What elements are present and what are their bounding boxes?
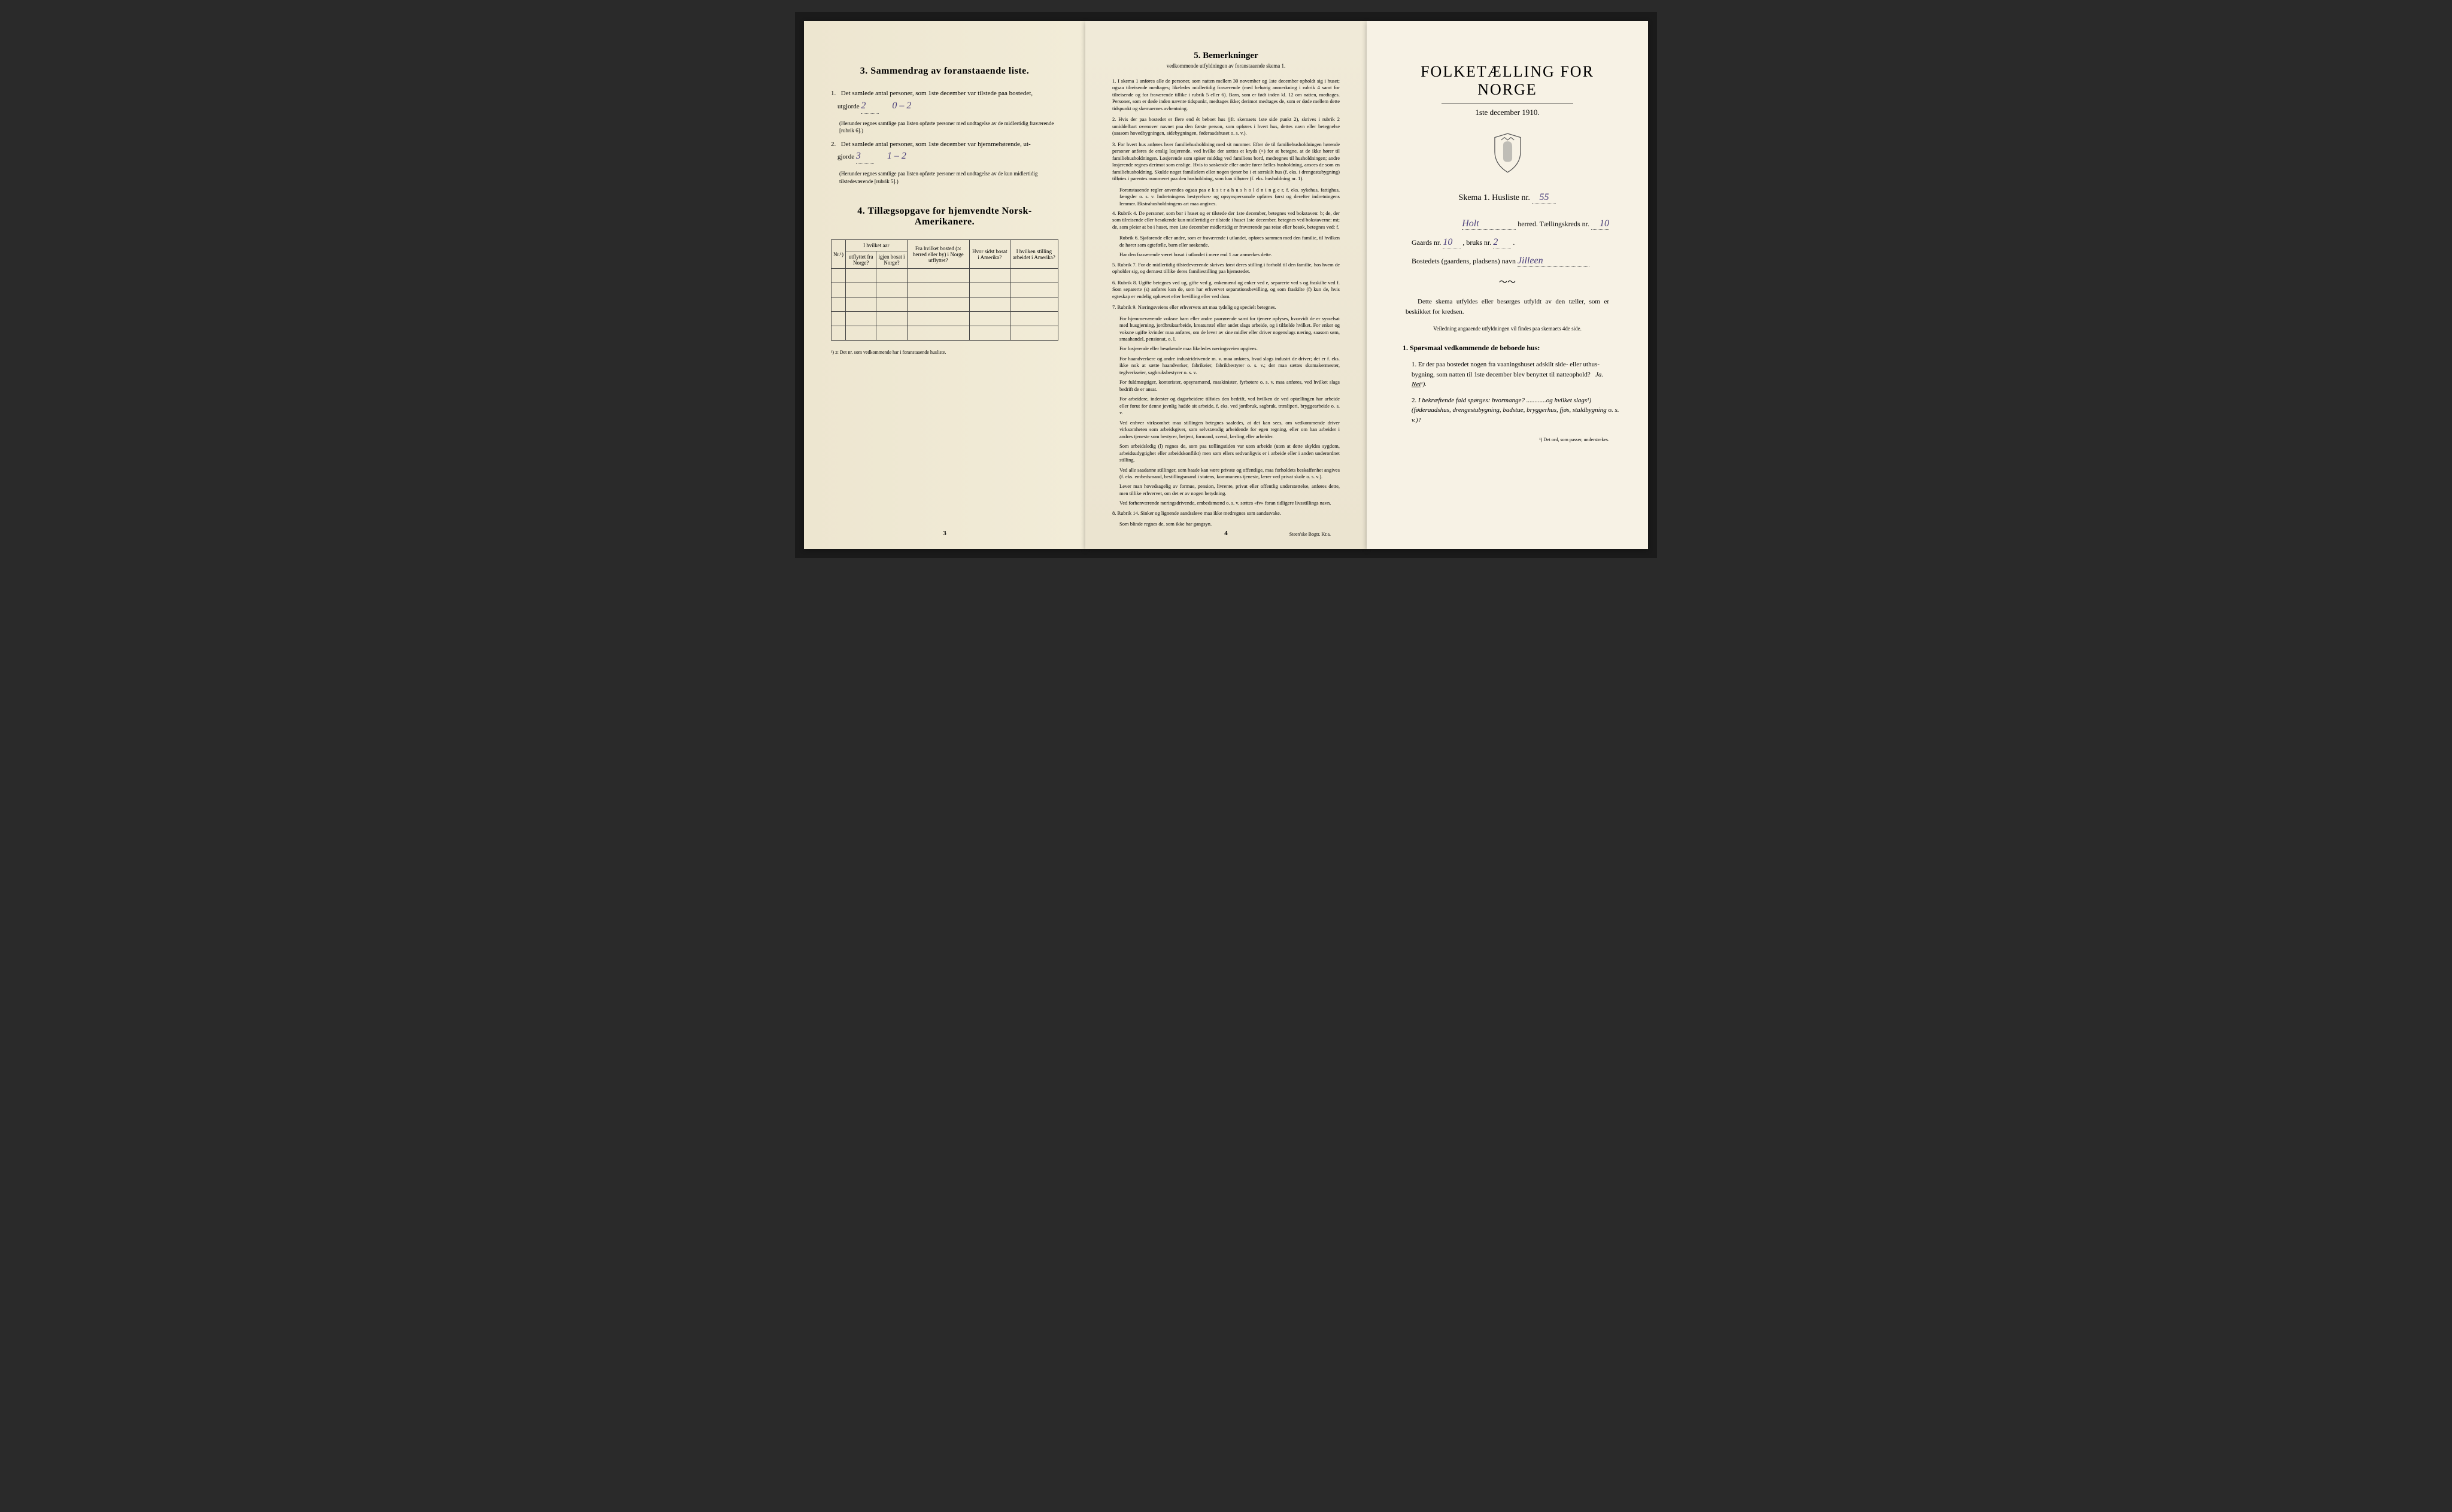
q1-text: Er der paa bostedet nogen fra vaaningshu… xyxy=(1412,361,1607,388)
table-row xyxy=(832,297,1058,312)
item2-note: (Herunder regnes samtlige paa listen opf… xyxy=(839,170,1058,185)
skema-line: Skema 1. Husliste nr. 55 xyxy=(1394,192,1621,204)
bosted-name: Jilleen xyxy=(1518,256,1589,267)
divider-ornament: 〜〜 xyxy=(1394,276,1621,288)
summary-item-1: 1. Det samlede antal personer, som 1ste … xyxy=(831,89,1058,114)
instruction-item: 5. Rubrik 7. For de midlertidig tilstede… xyxy=(1112,262,1340,275)
table-row xyxy=(832,283,1058,297)
page-3: 3. Sammendrag av foranstaaende liste. 1.… xyxy=(804,21,1085,549)
instruction-item: Rubrik 6. Sjøfarende eller andre, som er… xyxy=(1119,235,1340,248)
instruction-item: 8. Rubrik 14. Sinker og lignende aandssl… xyxy=(1112,510,1340,517)
herred-name: Holt xyxy=(1462,218,1516,230)
th-nr: Nr.¹) xyxy=(832,240,846,269)
hjemme-breakdown: 1 – 2 xyxy=(887,151,906,161)
page-1-cover: FOLKETÆLLING FOR NORGE 1ste december 191… xyxy=(1367,21,1648,549)
instruction-text: Dette skema utfyldes eller besørges utfy… xyxy=(1406,297,1609,317)
page-number: 4 xyxy=(1224,530,1228,537)
bruks-nr: 2 xyxy=(1493,237,1511,248)
main-title: FOLKETÆLLING FOR NORGE xyxy=(1394,63,1621,99)
th-bosted: Fra hvilket bosted (ɔ: herred eller by) … xyxy=(907,240,969,269)
th-amerika-sted: Hvor sidst bosat i Amerika? xyxy=(969,240,1010,269)
table-row xyxy=(832,269,1058,283)
bosted-line: Bostedets (gaardens, pladsens) navn Jill… xyxy=(1394,256,1621,267)
census-date: 1ste december 1910. xyxy=(1442,104,1573,117)
tilstede-breakdown: 0 – 2 xyxy=(892,101,911,111)
instruction-item: 1. I skema 1 anføres alle de personer, s… xyxy=(1112,78,1340,112)
gaards-nr: 10 xyxy=(1443,237,1461,248)
section5-subtitle: vedkommende utfyldningen av foranstaaend… xyxy=(1112,63,1340,69)
item1-note: (Herunder regnes samtlige paa listen opf… xyxy=(839,120,1058,135)
instruction-item: 7. Rubrik 9. Næringsveiens eller erhverv… xyxy=(1112,304,1340,311)
instruction-item: 2. Hvis der paa bostedet er flere end ét… xyxy=(1112,116,1340,136)
summary-item-2: 2. Det samlede antal personer, som 1ste … xyxy=(831,139,1058,165)
instruction-item: 3. For hvert hus anføres hver familiehus… xyxy=(1112,141,1340,183)
gaards-line: Gaards nr. 10 , bruks nr. 2 . xyxy=(1394,237,1621,248)
section5-heading: 5. Bemerkninger xyxy=(1112,51,1340,61)
page-4: 5. Bemerkninger vedkommende utfyldningen… xyxy=(1085,21,1367,549)
instruction-item: For arbeidere, inderster og dagarbeidere… xyxy=(1119,396,1340,416)
th-aar: I hvilket aar xyxy=(845,240,907,251)
instruction-item: Som arbeidsledig (l) regnes de, som paa … xyxy=(1119,443,1340,463)
guidance-note: Veiledning angaaende utfyldningen vil fi… xyxy=(1394,326,1621,332)
instruction-item: Som blinde regnes de, som ikke har gangs… xyxy=(1119,521,1340,527)
instructions-body: 1. I skema 1 anføres alle de personer, s… xyxy=(1112,78,1340,528)
section3-heading: 3. Sammendrag av foranstaaende liste. xyxy=(831,66,1058,77)
th-utflyttet: utflyttet fra Norge? xyxy=(845,251,876,269)
question-1: 1. Er der paa bostedet nogen fra vaaning… xyxy=(1412,360,1621,390)
instruction-item: 4. Rubrik 4. De personer, som bor i huse… xyxy=(1112,210,1340,230)
table-row xyxy=(832,312,1058,326)
hjemme-count: 3 xyxy=(856,149,874,164)
instruction-item: For hjemmeværende voksne barn eller andr… xyxy=(1119,315,1340,343)
instruction-item: Foranstaaende regler anvendes ogsaa paa … xyxy=(1119,187,1340,207)
instruction-item: For losjerende eller besøkende maa likel… xyxy=(1119,345,1340,352)
table-footnote: ¹) ɔ: Det nr. som vedkommende har i fora… xyxy=(831,350,1058,355)
instruction-item: Har den fraværende været bosat i utlande… xyxy=(1119,251,1340,258)
table-body xyxy=(832,269,1058,341)
husliste-nr: 55 xyxy=(1532,192,1556,204)
printer-mark: Steen'ske Bogtr. Kr.a. xyxy=(1289,532,1331,537)
question-2: 2. I bekræftende fald spørges: hvormange… xyxy=(1412,396,1621,426)
instruction-item: 6. Rubrik 8. Ugifte betegnes ved ug, gif… xyxy=(1112,280,1340,300)
th-stilling: I hvilken stilling arbeidet i Amerika? xyxy=(1010,240,1058,269)
document-tri-fold: 3. Sammendrag av foranstaaende liste. 1.… xyxy=(795,12,1657,558)
page-number: 3 xyxy=(943,530,946,537)
instruction-item: Lever man hovedsagelig av formue, pensio… xyxy=(1119,483,1340,497)
th-bosat: igjen bosat i Norge? xyxy=(876,251,907,269)
tilstede-count: 2 xyxy=(861,99,879,114)
cover-footnote: ¹) Det ord, som passer, understrekes. xyxy=(1394,437,1609,442)
instruction-item: Ved enhver virksomhet maa stillingen bet… xyxy=(1119,420,1340,440)
table-row xyxy=(832,326,1058,341)
instruction-item: Ved alle saadanne stillinger, som baade … xyxy=(1119,467,1340,481)
coat-of-arms-icon xyxy=(1394,132,1621,177)
question-section-title: 1. Spørsmaal vedkommende de beboede hus: xyxy=(1403,344,1621,353)
section4-heading: 4. Tillægsopgave for hjemvendte Norsk-Am… xyxy=(831,206,1058,227)
instruction-item: For haandverkere og andre industridriven… xyxy=(1119,356,1340,376)
instruction-item: For fuldmægtiger, kontorister, opsynsmæn… xyxy=(1119,379,1340,393)
kreds-nr: 10 xyxy=(1591,218,1609,230)
instruction-item: Ved forhenværende næringsdrivende, embed… xyxy=(1119,500,1340,506)
herred-line: Holt herred. Tællingskreds nr. 10 xyxy=(1394,218,1621,230)
amerikanere-table: Nr.¹) I hvilket aar Fra hvilket bosted (… xyxy=(831,239,1058,341)
